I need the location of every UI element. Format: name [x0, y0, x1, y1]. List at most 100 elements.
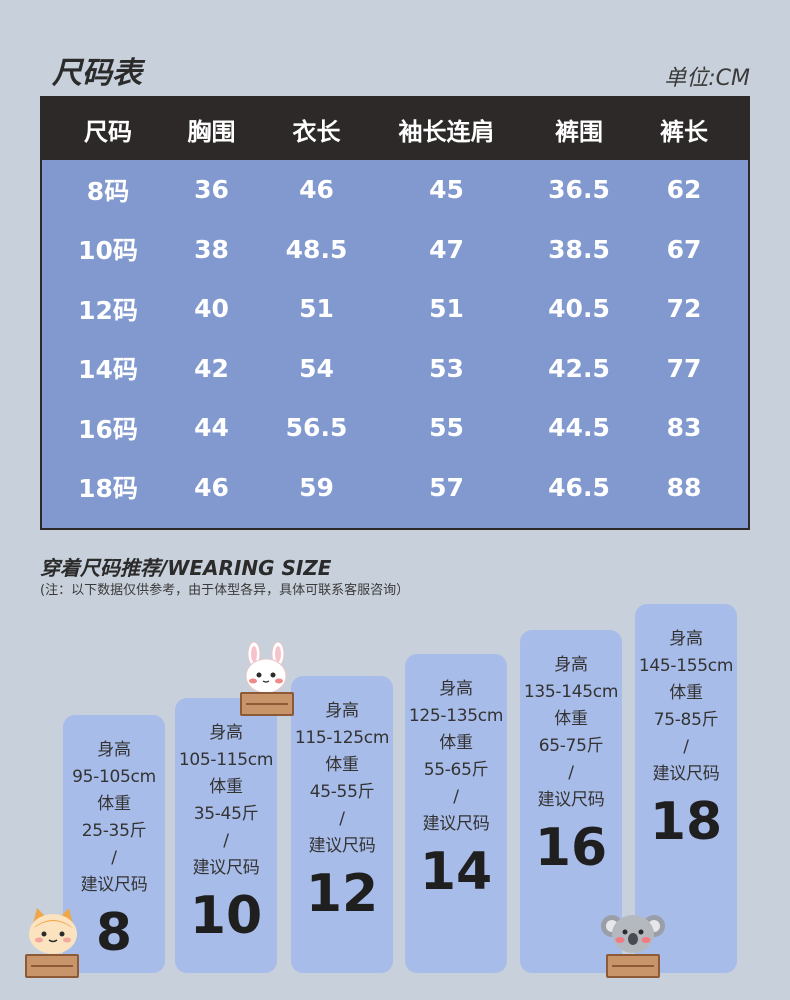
cell-chest: 42: [194, 353, 229, 383]
recommended-size: 12: [305, 864, 379, 924]
weight-label: 体重: [209, 777, 243, 797]
column-header-chest: 胸围: [187, 117, 236, 146]
recommend-title: 穿着尺码推荐/WEARING SIZE: [40, 556, 332, 580]
cat-mascot-icon: [25, 906, 81, 978]
cell-pants-length: 62: [666, 175, 702, 205]
weight-range: 35-45斤: [193, 804, 259, 824]
height-label: 身高: [554, 655, 588, 675]
cell-sleeve: 47: [429, 234, 464, 264]
cell-length: 51: [299, 294, 334, 324]
cell-waist: 42.5: [548, 353, 610, 383]
size-label: 建议尺码: [537, 790, 605, 810]
height-range: 115-125cm: [294, 728, 390, 748]
cell-pants-length: 77: [666, 353, 702, 383]
column-header-sleeve: 袖长连肩: [398, 117, 495, 146]
table-header: 尺码 胸围 衣长 袖长连肩 裤围 裤长: [42, 98, 748, 160]
separator: /: [339, 809, 345, 829]
cell-length: 59: [299, 472, 334, 502]
cell-pants-length: 83: [666, 413, 702, 443]
height-label: 身高: [669, 629, 703, 649]
cell-pants-length: 67: [666, 234, 702, 264]
height-range: 125-135cm: [408, 706, 504, 726]
table-body: 8码 36 46 45 36.5 62 10码 38 48.5 47 38.5 67 12码 40 51 51…: [42, 160, 748, 517]
unit-label: 单位:CM: [664, 66, 750, 91]
table-row: 10码 38 48.5 47 38.5 67: [42, 220, 748, 280]
cell-chest: 36: [194, 175, 229, 205]
height-range: 145-155cm: [638, 656, 734, 676]
cell-waist: 46.5: [548, 472, 610, 502]
column-header-pants-length: 裤长: [660, 117, 708, 146]
size-label: 建议尺码: [308, 836, 376, 856]
weight-range: 65-75斤: [538, 736, 604, 756]
cell-waist: 38.5: [548, 234, 610, 264]
weight-label: 体重: [97, 794, 131, 814]
cell-size: 12码: [78, 295, 138, 325]
cell-size: 10码: [78, 236, 138, 266]
separator: /: [223, 831, 229, 851]
size-label: 建议尺码: [80, 875, 148, 895]
cell-size: 16码: [78, 414, 138, 444]
cell-pants-length: 72: [666, 294, 702, 324]
weight-label: 体重: [439, 733, 473, 753]
separator: /: [683, 737, 689, 757]
cell-chest: 46: [194, 472, 229, 502]
table-row: 8码 36 46 45 36.5 62: [42, 160, 748, 220]
size-card: 身高 125-135cm 体重 55-65斤 / 建议尺码 14: [405, 654, 507, 973]
size-label: 建议尺码: [192, 858, 260, 878]
table-row: 16码 44 56.5 55 44.5 83: [42, 398, 748, 458]
recommended-size: 8: [95, 903, 133, 963]
cell-length: 48.5: [285, 234, 348, 264]
separator: /: [568, 763, 574, 783]
table-row: 12码 40 51 51 40.5 72: [42, 279, 748, 339]
height-label: 身高: [439, 679, 473, 699]
height-range: 135-145cm: [523, 682, 619, 702]
recommend-note: (注：以下数据仅供参考，由于体型各异，具体可联系客服咨询）: [40, 583, 410, 598]
size-card: 身高 115-125cm 体重 45-55斤 / 建议尺码 12: [291, 676, 393, 973]
koala-mascot-icon: [600, 910, 666, 980]
separator: /: [111, 848, 117, 868]
weight-range: 45-55斤: [309, 782, 375, 802]
height-range: 105-115cm: [178, 750, 274, 770]
cell-sleeve: 45: [429, 175, 464, 205]
cell-size: 8码: [86, 176, 130, 206]
cell-length: 54: [299, 353, 334, 383]
page-title: 尺码表: [52, 56, 142, 91]
table-row: 14码 42 54 53 42.5 77: [42, 339, 748, 399]
cell-chest: 40: [194, 294, 229, 324]
cell-waist: 36.5: [548, 175, 610, 205]
recommended-size: 16: [534, 818, 608, 878]
recommended-size: 14: [419, 842, 493, 902]
cell-length: 56.5: [285, 413, 348, 443]
size-label: 建议尺码: [652, 764, 720, 784]
weight-label: 体重: [669, 683, 703, 703]
height-label: 身高: [209, 723, 243, 743]
cell-sleeve: 57: [429, 472, 464, 502]
cell-chest: 44: [194, 413, 229, 443]
column-header-length: 衣长: [292, 117, 341, 146]
cell-sleeve: 53: [429, 353, 464, 383]
cell-sleeve: 51: [429, 294, 464, 324]
size-card: 身高 145-155cm 体重 75-85斤 / 建议尺码 18: [635, 604, 737, 973]
cell-pants-length: 88: [666, 472, 702, 502]
cell-length: 46: [299, 175, 334, 205]
cell-waist: 44.5: [548, 413, 610, 443]
recommended-size: 18: [649, 792, 723, 852]
weight-range: 25-35斤: [81, 821, 147, 841]
height-range: 95-105cm: [72, 767, 156, 787]
separator: /: [453, 787, 459, 807]
weight-label: 体重: [554, 709, 588, 729]
height-label: 身高: [325, 701, 359, 721]
rabbit-mascot-icon: [238, 641, 294, 716]
column-header-waist: 裤围: [555, 117, 603, 146]
column-header-size: 尺码: [84, 117, 132, 146]
size-label: 建议尺码: [422, 814, 490, 834]
weight-range: 75-85斤: [653, 710, 719, 730]
weight-range: 55-65斤: [423, 760, 489, 780]
table-row: 18码 46 59 57 46.5 88: [42, 458, 748, 518]
weight-label: 体重: [325, 755, 359, 775]
size-card: 身高 95-105cm 体重 25-35斤 / 建议尺码 8: [63, 715, 165, 973]
cell-sleeve: 55: [429, 413, 464, 443]
recommended-size: 10: [189, 886, 263, 946]
size-card: 身高 135-145cm 体重 65-75斤 / 建议尺码 16: [520, 630, 622, 973]
cell-size: 14码: [78, 355, 138, 385]
